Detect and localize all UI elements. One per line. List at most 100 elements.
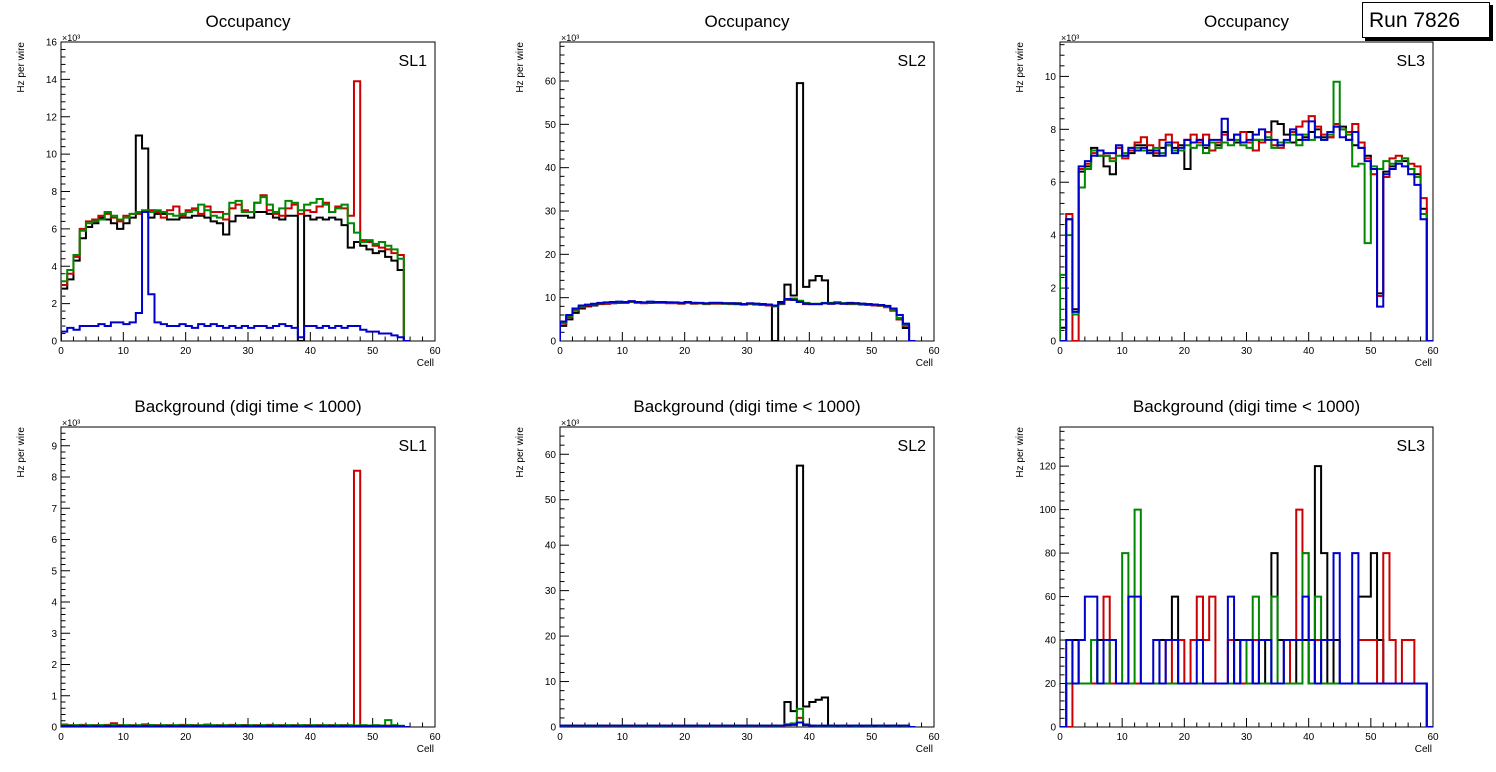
y-axis-label: Hz per wire [515,427,526,478]
y-tick-label: 12 [46,112,58,123]
chart-panel-6: Background (digi time < 1000) SL3 Cell Hz p… [1015,397,1439,755]
y-tick-label: 10 [1045,72,1057,83]
y-tick-label: 8 [51,473,57,484]
y-tick-label: 40 [1045,636,1057,647]
y-axis-exponent: ×10³ [62,418,80,428]
x-axis-label: Cell [417,358,434,369]
chart-title: Background (digi time < 1000) [134,397,361,416]
x-tick-label: 60 [429,346,441,357]
y-tick-label: 6 [1050,178,1056,189]
x-tick-label: 40 [804,346,816,357]
x-tick-label: 20 [180,732,192,743]
series-black-line [61,134,411,341]
x-tick-label: 40 [1303,346,1315,357]
y-tick-label: 4 [51,598,57,609]
plot-frame [559,41,935,342]
x-tick-label: 0 [1057,346,1063,357]
chart-panel-2: Occupancy SL2 Cell Hz per wire ×10³ 0 10 20 30 40… [515,12,940,369]
series-blue-line [61,211,411,341]
x-tick-label: 50 [367,346,379,357]
x-tick-label: 60 [429,732,441,743]
y-tick-label: 40 [545,163,557,174]
x-tick-label: 30 [242,732,254,743]
x-tick-label: 10 [118,346,130,357]
x-tick-label: 20 [679,346,691,357]
series-red-line [61,469,411,727]
x-tick-label: 30 [741,346,753,357]
x-tick-label: 30 [1241,346,1253,357]
x-tick-label: 10 [118,732,130,743]
superlayer-label: SL1 [399,438,428,455]
y-tick-label: 9 [51,441,57,452]
chart-title: Occupancy [704,12,790,31]
y-axis-label: Hz per wire [16,42,27,93]
chart-panel-5: Background (digi time < 1000) SL2 Cell Hz p… [515,397,940,755]
y-tick-label: 6 [51,535,57,546]
x-axis-label: Cell [417,744,434,755]
superlayer-label: SL2 [898,53,927,70]
x-tick-label: 40 [305,346,317,357]
y-tick-label: 6 [51,224,57,235]
superlayer-label: SL2 [898,438,927,455]
chart-title: Occupancy [1204,12,1290,31]
y-tick-label: 40 [545,541,557,552]
y-axis-label: Hz per wire [1015,42,1026,93]
chart-title: Background (digi time < 1000) [633,397,860,416]
y-tick-label: 0 [1050,337,1056,348]
plot-frame [559,426,935,728]
x-tick-label: 30 [242,346,254,357]
y-tick-label: 4 [51,262,57,273]
series-red-line [61,80,411,341]
y-tick-label: 7 [51,504,57,515]
y-tick-label: 30 [545,586,557,597]
y-tick-label: 50 [545,120,557,131]
y-axis-label: Hz per wire [515,42,526,93]
run-number-label: Run 7826 [1369,9,1461,32]
x-tick-label: 60 [928,346,940,357]
chart-title: Occupancy [205,12,291,31]
superlayer-label: SL3 [1397,438,1426,455]
y-tick-label: 8 [1050,125,1056,136]
x-tick-label: 0 [1057,732,1063,743]
y-tick-label: 2 [1050,284,1056,295]
plot-frame [60,426,436,728]
x-tick-label: 0 [58,732,64,743]
x-axis-label: Cell [916,744,933,755]
x-axis-label: Cell [1415,358,1432,369]
y-tick-label: 10 [46,150,58,161]
x-tick-label: 60 [928,732,940,743]
x-tick-label: 10 [617,346,629,357]
series-red-line [560,298,916,341]
y-tick-label: 14 [46,75,58,86]
y-tick-label: 10 [545,677,557,688]
series-blue-line [61,725,411,727]
plot-frame [60,41,436,342]
y-tick-label: 0 [1050,723,1056,734]
series-black-line [560,464,916,727]
x-tick-label: 10 [1117,346,1129,357]
x-tick-label: 30 [1241,732,1253,743]
x-tick-label: 20 [1179,346,1191,357]
x-tick-label: 40 [305,732,317,743]
y-axis-label: Hz per wire [1015,427,1026,478]
y-tick-label: 20 [545,250,557,261]
x-tick-label: 0 [557,732,563,743]
y-tick-label: 2 [51,299,57,310]
x-tick-label: 60 [1427,732,1439,743]
x-tick-label: 20 [1179,732,1191,743]
y-tick-label: 2 [51,660,57,671]
series-blue-line [1060,117,1433,341]
x-tick-label: 50 [866,346,878,357]
x-tick-label: 50 [367,732,379,743]
chart-panel-4: Background (digi time < 1000) SL1 Cell Hz p… [16,397,441,755]
run-number-box: Run 7826 [1362,2,1490,38]
y-axis-label: Hz per wire [16,427,27,478]
y-tick-label: 3 [51,629,57,640]
y-tick-label: 20 [1045,679,1057,690]
x-tick-label: 40 [1303,732,1315,743]
y-tick-label: 0 [51,723,57,734]
y-tick-label: 10 [545,293,557,304]
y-axis-exponent: ×10³ [561,33,579,43]
